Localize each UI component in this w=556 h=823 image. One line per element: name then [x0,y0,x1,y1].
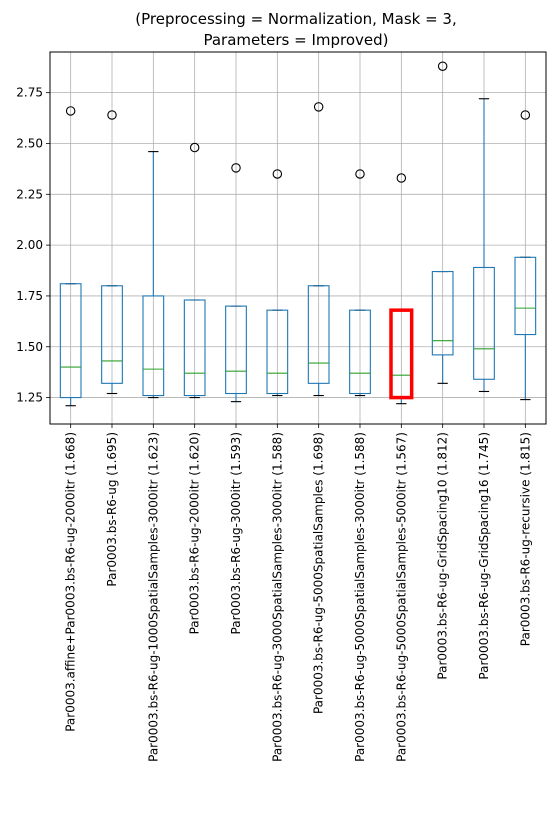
box-group [307,102,330,397]
outlier-point [437,61,448,71]
box-group [101,110,123,395]
y-tick-label: 2.50 [16,136,43,150]
y-tick-label: 1.75 [16,289,43,303]
plot-area-frame [49,51,547,425]
y-tick-label: 2.25 [16,187,43,201]
outlier-point [355,169,365,179]
box-group [389,173,414,405]
x-tick-label: Par0003.bs-R6-ug-GridSpacing16 (1.745) [477,432,491,680]
chart-title-line-2: Parameters = Improved) [203,31,388,49]
outlier-point [396,173,407,183]
box-iqr [307,285,330,384]
box-iqr [431,270,454,356]
box-iqr [349,309,371,395]
box-group [514,110,537,401]
box-group [225,163,247,403]
x-tick-label: Par0003.bs-R6-ug-5000SpatialSamples (1.6… [312,432,326,714]
outlier-point [520,110,531,120]
outlier-point [65,106,76,116]
box-group [266,169,289,397]
x-tick-label: Par0003.bs-R6-ug-3000SpatialSamples-3000… [270,432,284,762]
box-group [349,169,371,397]
box-iqr [183,299,206,397]
x-tick-label: Par0003.bs-R6-ug-GridSpacing10 (1.812) [436,432,450,680]
box-iqr [473,266,495,380]
x-tick-label: Par0003.bs-R6-ug (1.695) [105,432,119,587]
grid-layer [50,52,546,424]
x-tick-label: Par0003.bs-R6-ug-2000itr (1.620) [188,432,202,634]
box-iqr [225,305,247,395]
box-group [431,61,454,384]
y-tick-label: 2.00 [16,238,43,252]
box-iqr [101,285,123,384]
x-tick-label: Par0003.bs-R6-ug-5000SpatialSamples-3000… [353,432,367,762]
y-tick-label: 2.75 [16,86,43,100]
x-tick-label: Par0003.affine+Par0003.bs-R6-ug-2000itr … [64,432,78,732]
chart-title-line-1: (Preprocessing = Normalization, Mask = 3… [135,10,456,28]
x-tick-label: Par0003.bs-R6-ug-3000itr (1.593) [229,432,243,634]
x-tick-label: Par0003.bs-R6-ug-1000SpatialSamples-3000… [146,432,160,762]
x-tick-label: Par0003.bs-R6-ug-recursive (1.815) [518,432,532,646]
outlier-point [313,102,324,112]
highlight-box [389,308,414,400]
box-iqr [142,295,165,397]
outlier-point [189,142,200,153]
box-layer [59,61,537,407]
x-tick-label: Par0003.bs-R6-ug-5000SpatialSamples-5000… [394,432,408,762]
outlier-point [231,163,241,173]
outlier-point [272,169,283,179]
axis-layer: 1.25 1.50 1.75 2.00 2.25 2.50 2.75 Par0003.affi… [16,86,532,762]
box-group [473,98,495,393]
outlier-point [107,110,117,120]
box-iqr [59,283,82,399]
box-group [183,142,206,399]
y-tick-label: 1.25 [16,391,43,405]
box-group [59,106,82,407]
y-tick-label: 1.50 [16,340,43,354]
box-group [142,151,165,399]
box-iqr [514,256,537,336]
box-iqr [266,309,289,395]
